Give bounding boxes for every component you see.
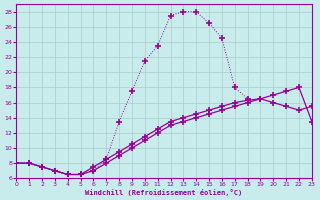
X-axis label: Windchill (Refroidissement éolien,°C): Windchill (Refroidissement éolien,°C) bbox=[85, 189, 243, 196]
